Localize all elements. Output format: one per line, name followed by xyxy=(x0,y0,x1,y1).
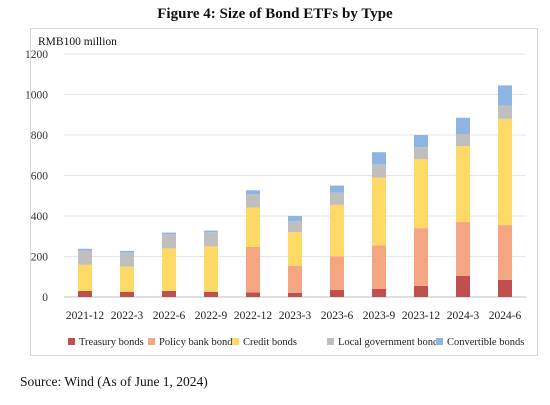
bar-segment xyxy=(288,292,302,297)
bar-segment xyxy=(372,177,386,246)
bar-segment xyxy=(246,190,260,195)
bar-segment xyxy=(120,250,134,253)
bar-segment xyxy=(498,118,512,226)
bar-segment xyxy=(162,290,176,297)
x-tick-label: 2022-12 xyxy=(234,310,273,322)
y-tick-label: 200 xyxy=(31,252,49,264)
x-tick-label: 2024-6 xyxy=(489,310,522,322)
bar-segment xyxy=(498,279,512,297)
legend-swatch xyxy=(232,338,239,345)
bar-segment xyxy=(78,290,92,297)
bar-segment xyxy=(330,256,344,290)
bar-segment xyxy=(330,185,344,193)
x-tick-label: 2022-6 xyxy=(153,310,186,322)
bar-segment xyxy=(204,246,218,292)
x-tick-label: 2021-12 xyxy=(66,310,105,322)
source-note: Source: Wind (As of June 1, 2024) xyxy=(20,374,208,389)
bar-segment xyxy=(456,117,470,134)
bar-segment xyxy=(414,285,428,297)
x-tick-label: 2023-6 xyxy=(321,310,354,322)
bar-segment xyxy=(498,225,512,280)
y-unit-label: RMB100 million xyxy=(38,36,117,48)
legend-swatch xyxy=(327,338,334,345)
bar-segment xyxy=(78,248,92,251)
x-tick-label: 2022-3 xyxy=(111,310,144,322)
bar-segment xyxy=(204,232,218,247)
bar-segment xyxy=(78,264,92,291)
bar-segment xyxy=(288,221,302,233)
y-tick-label: 1200 xyxy=(25,49,48,61)
bar-segment xyxy=(78,250,92,265)
bar-segment xyxy=(372,245,386,289)
bar-segment xyxy=(120,266,134,292)
y-tick-label: 0 xyxy=(42,292,48,304)
x-tick-label: 2022-9 xyxy=(195,310,228,322)
bar-segment xyxy=(246,207,260,247)
legend-swatch xyxy=(436,338,443,345)
bar-segment xyxy=(288,265,302,293)
bar-segment xyxy=(288,232,302,266)
x-tick-label: 2023-12 xyxy=(402,310,441,322)
legend-label: Credit bonds xyxy=(243,337,297,348)
bar-segment xyxy=(498,85,512,106)
bar-segment xyxy=(162,234,176,249)
y-tick-label: 400 xyxy=(31,211,49,223)
y-tick-label: 600 xyxy=(31,171,49,183)
y-axis: 0 200 400 600 800 1000 1200 xyxy=(25,49,48,304)
bar-segment xyxy=(162,248,176,291)
bar-segment xyxy=(204,291,218,297)
bar-segment xyxy=(372,152,386,165)
x-tick-label: 2024-3 xyxy=(447,310,480,322)
bar-segment xyxy=(414,228,428,286)
legend-swatch xyxy=(148,338,155,345)
chart-frame xyxy=(30,28,538,356)
bar-segment xyxy=(120,291,134,297)
y-tick-label: 800 xyxy=(31,130,49,142)
bar-segment xyxy=(120,252,134,267)
bar-segment xyxy=(162,232,176,235)
figure-title: Figure 4: Size of Bond ETFs by Type xyxy=(157,6,393,22)
bar-segment xyxy=(456,275,470,297)
bars xyxy=(78,85,512,297)
bar-segment xyxy=(246,194,260,208)
legend: Treasury bonds Policy bank bonds Credit bo… xyxy=(68,337,524,348)
bar-segment xyxy=(414,135,428,148)
legend-label: Treasury bonds xyxy=(79,337,144,348)
legend-label: Convertible bonds xyxy=(447,337,524,348)
bar-segment xyxy=(498,105,512,119)
bar-segment xyxy=(414,147,428,160)
x-tick-label: 2023-3 xyxy=(279,310,312,322)
legend-swatch xyxy=(68,338,75,345)
bar-segment xyxy=(372,164,386,178)
bar-segment xyxy=(456,133,470,147)
bar-segment xyxy=(246,246,260,293)
bar-segment xyxy=(372,288,386,297)
bar-segment xyxy=(414,159,428,229)
bar-segment xyxy=(456,222,470,276)
legend-label: Local government bonds xyxy=(338,337,442,348)
bar-segment xyxy=(330,204,344,257)
x-axis: 2021-12 2022-3 2022-6 2022-9 2022-12 2023-3 20… xyxy=(66,310,522,322)
x-tick-label: 2023-9 xyxy=(363,310,396,322)
bar-segment xyxy=(288,216,302,222)
legend-label: Policy bank bonds xyxy=(159,337,237,348)
bar-segment xyxy=(330,192,344,205)
y-tick-label: 1000 xyxy=(25,90,48,102)
bar-segment xyxy=(330,289,344,297)
bar-segment xyxy=(204,230,218,233)
bar-segment xyxy=(246,292,260,297)
bar-segment xyxy=(456,146,470,223)
